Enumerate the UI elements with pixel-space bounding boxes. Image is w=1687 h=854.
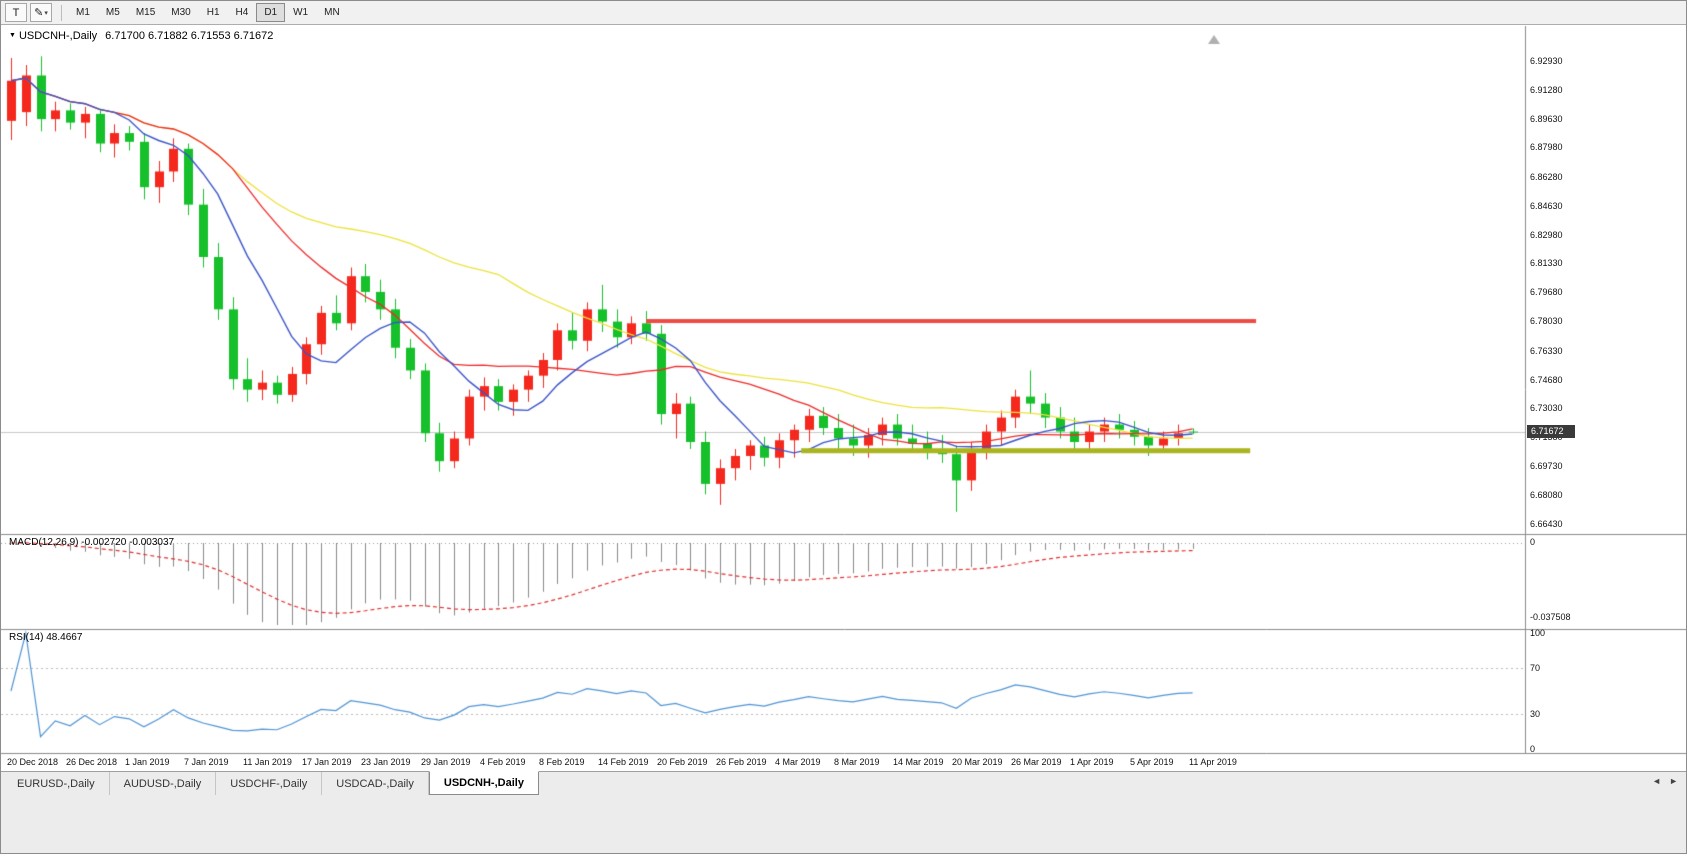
text-tool-button[interactable]: T: [5, 3, 27, 22]
chart-canvas[interactable]: [1, 1, 1686, 771]
text-tool-icon: T: [12, 6, 20, 19]
symbol-tab[interactable]: EURUSD-,Daily: [3, 772, 110, 795]
draw-tool-button[interactable]: ✎ ▾: [30, 3, 52, 22]
timeframe-button-h1[interactable]: H1: [199, 3, 228, 22]
timeframe-button-d1[interactable]: D1: [256, 3, 286, 22]
symbol-tab-bar: EURUSD-,Daily AUDUSD-,Daily USDCHF-,Daily U…: [1, 771, 1686, 853]
symbol-tab[interactable]: USDCAD-,Daily: [322, 772, 429, 795]
symbol-tab[interactable]: AUDUSD-,Daily: [109, 772, 217, 795]
toolbar: T ✎ ▾ M1 M5 M15 M30 H1 H4 D1 W1 MN: [1, 1, 1686, 25]
pencil-icon: ✎: [34, 7, 44, 19]
dropdown-caret-icon: ▾: [44, 9, 48, 17]
tab-scroll-nav: ◄ ►: [1652, 776, 1678, 786]
timeframe-button-mn[interactable]: MN: [316, 3, 348, 22]
toolbar-separator: [61, 4, 62, 21]
symbol-tab[interactable]: USDCHF-,Daily: [216, 772, 323, 795]
tab-scroll-left-icon[interactable]: ◄: [1652, 776, 1662, 786]
timeframe-button-m5[interactable]: M5: [98, 3, 128, 22]
timeframe-button-h4[interactable]: H4: [228, 3, 257, 22]
timeframe-button-m15[interactable]: M15: [128, 3, 163, 22]
timeframe-group: M1 M5 M15 M30 H1 H4 D1 W1 MN: [68, 3, 348, 22]
timeframe-button-m30[interactable]: M30: [163, 3, 198, 22]
timeframe-button-w1[interactable]: W1: [285, 3, 316, 22]
symbol-tab[interactable]: USDCNH-,Daily: [428, 771, 539, 795]
symbol-tabs: EURUSD-,Daily AUDUSD-,Daily USDCHF-,Daily U…: [1, 771, 1686, 795]
timeframe-button-m1[interactable]: M1: [68, 3, 98, 22]
tab-scroll-right-icon[interactable]: ►: [1669, 776, 1678, 786]
